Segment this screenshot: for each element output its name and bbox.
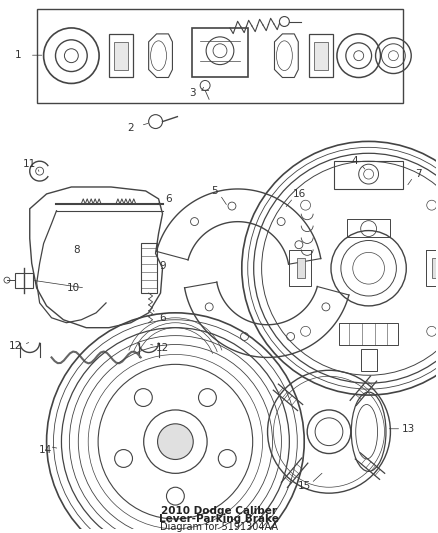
Text: 2010 Dodge Caliber: 2010 Dodge Caliber — [161, 506, 277, 516]
Text: 12: 12 — [9, 341, 22, 351]
Text: 1: 1 — [14, 50, 21, 60]
Text: 9: 9 — [159, 261, 166, 271]
Text: 16: 16 — [293, 189, 306, 199]
Text: 6: 6 — [165, 194, 172, 204]
Bar — [109, 34, 133, 77]
Bar — [192, 28, 248, 77]
Bar — [141, 244, 156, 293]
Text: 14: 14 — [39, 445, 52, 455]
Text: 7: 7 — [415, 169, 421, 179]
Text: Lever-Parking Brake: Lever-Parking Brake — [159, 514, 279, 524]
Bar — [432, 259, 438, 278]
Text: 4: 4 — [351, 156, 358, 166]
Text: 5: 5 — [211, 186, 217, 196]
Bar — [339, 323, 398, 344]
Text: 6: 6 — [159, 313, 166, 323]
Text: 10: 10 — [67, 283, 80, 293]
Bar — [37, 9, 403, 103]
Bar — [334, 161, 403, 189]
Text: 3: 3 — [189, 88, 195, 98]
Text: 2: 2 — [127, 123, 134, 133]
Bar — [309, 34, 333, 77]
Text: 11: 11 — [23, 159, 36, 169]
Bar — [114, 42, 128, 70]
Text: 15: 15 — [297, 481, 311, 491]
Text: 12: 12 — [156, 343, 169, 352]
Bar — [290, 251, 311, 286]
Bar — [297, 259, 305, 278]
Bar — [15, 273, 33, 288]
Circle shape — [158, 424, 193, 459]
Bar — [426, 251, 438, 286]
Text: 13: 13 — [402, 424, 415, 434]
Bar — [314, 42, 328, 70]
Text: Diagram for 5191304AA: Diagram for 5191304AA — [160, 522, 278, 532]
Bar — [347, 219, 390, 237]
Bar — [361, 350, 377, 372]
Text: 8: 8 — [73, 245, 80, 255]
